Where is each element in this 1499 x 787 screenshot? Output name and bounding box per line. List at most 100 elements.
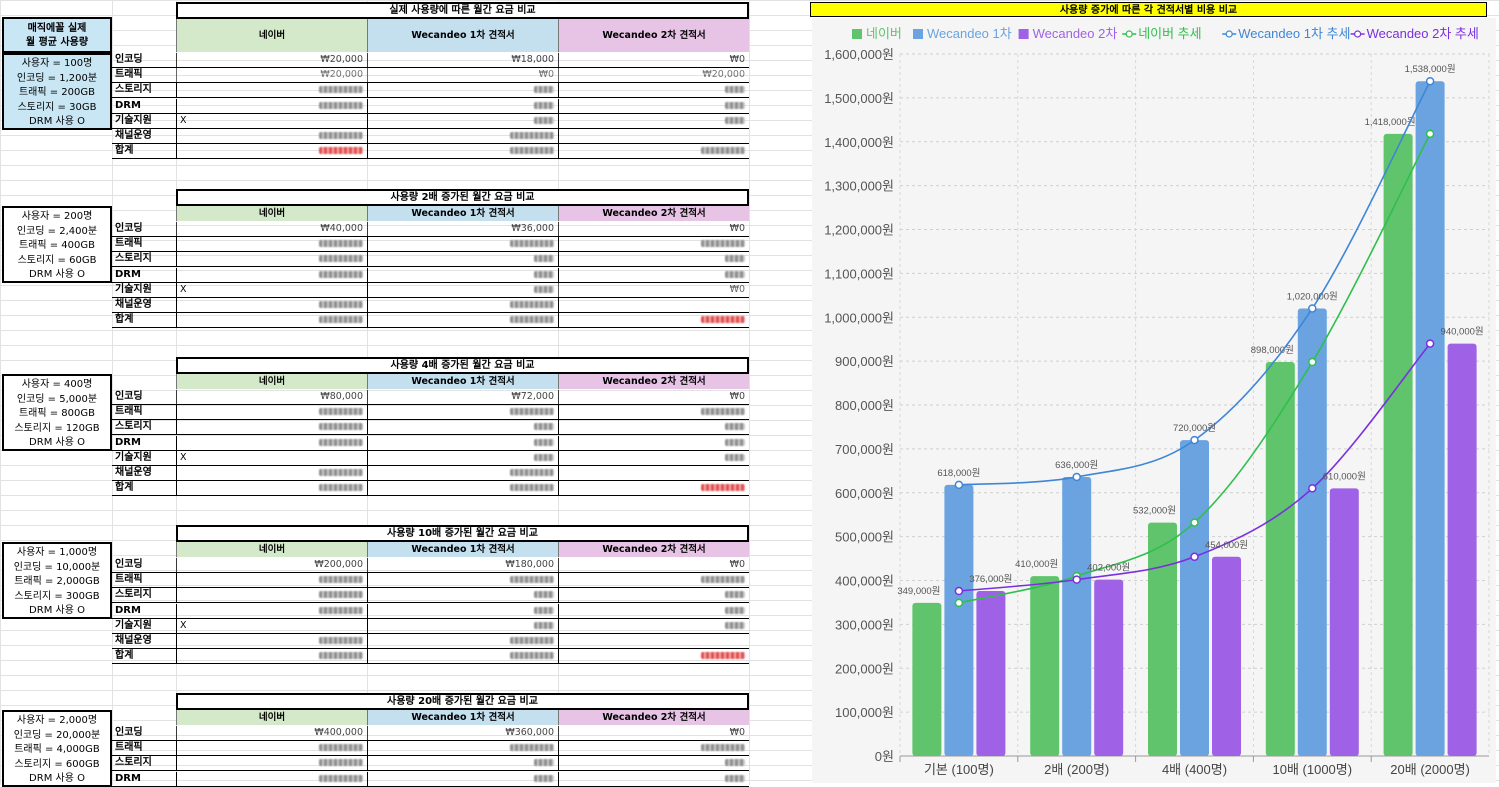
usage-header: 매직에꼴 실제 월 평균 사용량 bbox=[2, 17, 112, 53]
redacted-value bbox=[319, 637, 363, 644]
trend-point bbox=[1425, 129, 1435, 139]
table-cell bbox=[558, 649, 749, 664]
redacted-value bbox=[319, 576, 363, 584]
usage-line: 인코딩 = 1,200분 bbox=[16, 72, 98, 84]
row-label: 채널운영 bbox=[115, 130, 152, 141]
redacted-value bbox=[725, 759, 745, 767]
row-label: 트래픽 bbox=[115, 742, 143, 754]
table-cell bbox=[176, 420, 367, 435]
chart-title: 사용량 증가에 따른 각 견적서별 비용 비교 bbox=[810, 2, 1487, 17]
table-cell bbox=[558, 267, 749, 282]
row-label: 기술지원 bbox=[115, 114, 152, 126]
column-header: 네이버 bbox=[176, 542, 367, 557]
table-cell: ₩20,000 bbox=[558, 68, 749, 83]
row-label: 인코딩 bbox=[115, 727, 143, 738]
row-label: 트래픽 bbox=[115, 574, 143, 586]
table-row: 트래픽 bbox=[112, 573, 749, 589]
bar bbox=[1212, 556, 1241, 756]
usage-line: DRM 사용 O bbox=[29, 605, 85, 617]
y-tick-label: 200,000원 bbox=[835, 661, 894, 676]
table-cell bbox=[176, 129, 367, 143]
table-cell bbox=[558, 298, 749, 312]
table-cell bbox=[367, 144, 558, 159]
table-row: 채널운영 bbox=[112, 466, 749, 481]
table-cell bbox=[176, 588, 367, 603]
legend-swatch bbox=[852, 29, 862, 39]
table-row: DRM bbox=[112, 603, 749, 619]
legend-swatch bbox=[1353, 30, 1362, 38]
bar bbox=[1447, 343, 1477, 756]
usage-line: 트래픽 = 4,000GB bbox=[14, 744, 100, 756]
redacted-value bbox=[510, 408, 554, 416]
usage-line: 사용자 = 1,000명 bbox=[16, 547, 98, 558]
bar bbox=[1415, 81, 1445, 756]
table-cell bbox=[176, 573, 367, 588]
table-row: 인코딩 ₩80,000 ₩72,000 ₩0 bbox=[112, 390, 749, 405]
column-header: Wecandeo 1차 견적서 bbox=[367, 206, 558, 221]
redacted-value bbox=[319, 240, 363, 248]
table-cell bbox=[367, 481, 558, 496]
redacted-value bbox=[510, 147, 554, 155]
y-tick-label: 300,000원 bbox=[835, 617, 894, 632]
table-cell bbox=[176, 481, 367, 496]
data-label: 454,000원 bbox=[1205, 540, 1248, 551]
y-tick-label: 1,500,000원 bbox=[824, 91, 894, 106]
y-tick-label: 800,000원 bbox=[835, 398, 894, 413]
redacted-value bbox=[534, 621, 554, 629]
table-cell bbox=[176, 466, 367, 480]
table-cell bbox=[367, 450, 558, 465]
legend-label: Wecandeo 1차 추세 bbox=[1238, 26, 1350, 41]
redacted-value bbox=[510, 132, 554, 139]
bar bbox=[1383, 133, 1413, 756]
redacted-value bbox=[319, 591, 363, 599]
table-row: 스토리지 bbox=[112, 252, 749, 268]
y-tick-label: 900,000원 bbox=[835, 354, 894, 369]
trend-point bbox=[954, 586, 964, 596]
table-cell bbox=[367, 634, 558, 648]
table-row: 채널운영 bbox=[112, 298, 749, 313]
row-label: 채널운영 bbox=[115, 299, 152, 310]
usage-line: 트래픽 = 200GB bbox=[18, 87, 96, 99]
usage-line: DRM 사용 O bbox=[29, 437, 85, 449]
row-label: 스토리지 bbox=[115, 421, 152, 433]
bar bbox=[1062, 476, 1092, 756]
redacted-value bbox=[319, 652, 363, 660]
table-cell bbox=[558, 144, 749, 159]
table-cell bbox=[558, 83, 749, 98]
column-header: 네이버 bbox=[176, 374, 367, 389]
row-label: DRM bbox=[115, 604, 141, 616]
redacted-value bbox=[534, 101, 554, 109]
redacted-value bbox=[534, 423, 554, 431]
redacted-value bbox=[725, 606, 745, 614]
table-cell bbox=[176, 741, 367, 756]
table-cell bbox=[367, 405, 558, 420]
usage-box: 사용자 = 400명 인코딩 = 5,000분 트래픽 = 800GB 스토리지 = … bbox=[2, 374, 112, 451]
row-label: 채널운영 bbox=[115, 635, 152, 646]
table-row: 합계 bbox=[112, 481, 749, 497]
table-cell bbox=[367, 435, 558, 450]
row-label: 트래픽 bbox=[115, 238, 143, 250]
table-row: 기술지원 X bbox=[112, 113, 749, 129]
table-cell bbox=[367, 466, 558, 480]
column-header: Wecandeo 2차 견적서 bbox=[558, 206, 749, 221]
table-row: 인코딩 ₩40,000 ₩36,000 ₩0 bbox=[112, 222, 749, 237]
redacted-value bbox=[701, 240, 745, 248]
table-cell: ₩36,000 bbox=[367, 222, 558, 236]
table-row: 스토리지 bbox=[112, 420, 749, 436]
y-tick-label: 1,200,000원 bbox=[824, 223, 894, 238]
row-label: DRM bbox=[115, 772, 141, 784]
table-cell bbox=[367, 649, 558, 664]
y-tick-label: 400,000원 bbox=[835, 574, 894, 589]
table-cell bbox=[367, 771, 558, 786]
usage-box: 사용자 = 1,000명 인코딩 = 10,000분 트래픽 = 2,000GB 스토… bbox=[2, 542, 112, 619]
table-cell: X bbox=[176, 282, 367, 297]
table-cell bbox=[558, 588, 749, 603]
table-row: 트래픽 bbox=[112, 741, 749, 757]
trend-point bbox=[1308, 304, 1317, 313]
redacted-value bbox=[319, 255, 363, 263]
table-cell: ₩40,000 bbox=[176, 222, 367, 236]
table-row: DRM bbox=[112, 267, 749, 283]
row-label: 트래픽 bbox=[115, 406, 143, 418]
legend-label: Wecandeo 2차 추세 bbox=[1367, 26, 1479, 41]
row-label: 스토리지 bbox=[115, 589, 152, 601]
